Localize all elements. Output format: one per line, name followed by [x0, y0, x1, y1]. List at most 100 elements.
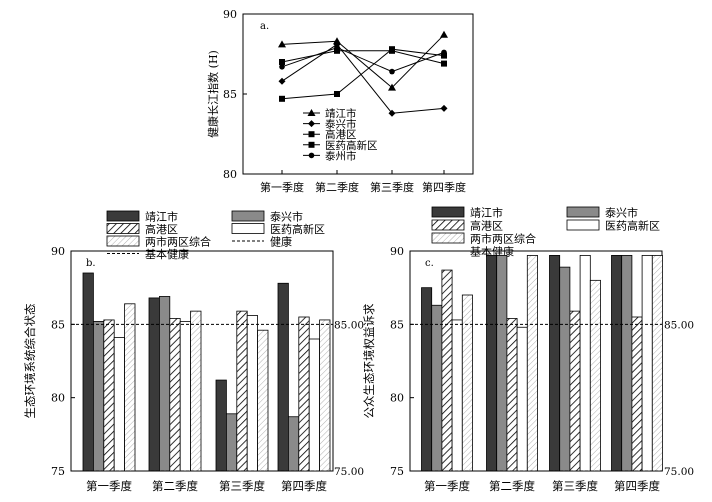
bar [93, 320, 105, 472]
x-tick-label: 第四季度 [281, 479, 327, 493]
bar [461, 294, 473, 472]
legend-label: 高港区 [145, 222, 178, 236]
x-tick-label: 第三季度 [219, 479, 265, 493]
legend-label: 泰兴市 [325, 118, 357, 131]
legend-swatch [231, 210, 265, 222]
y-axis-label: 健康长江指数 (H) [206, 50, 220, 138]
data-point [279, 95, 285, 102]
bar [319, 319, 331, 472]
series-line [281, 47, 445, 73]
legend-marker [308, 152, 315, 159]
series-line [281, 48, 445, 100]
data-point [334, 91, 340, 97]
data-point [440, 104, 448, 112]
bar [431, 304, 443, 472]
bar [631, 316, 643, 472]
reference-label: 85.00 [334, 319, 364, 331]
panel-label: a. [260, 21, 269, 32]
legend-swatch [566, 206, 600, 218]
x-tick-label: 第四季度 [422, 180, 466, 194]
legend-marker [308, 120, 315, 128]
data-point [278, 77, 286, 85]
series-1 [278, 40, 448, 117]
bar [179, 320, 191, 472]
bar [257, 329, 269, 472]
x-tick-label: 第四季度 [614, 479, 660, 493]
series-line [281, 43, 445, 114]
reference-label: 75.00 [334, 466, 364, 478]
legend-label: 医药高新区 [325, 139, 378, 152]
data-point [440, 30, 448, 38]
data-point [279, 59, 285, 65]
x-tick-label: 第一季度 [86, 479, 132, 493]
data-point [388, 83, 396, 91]
bar [641, 254, 653, 472]
bar [225, 413, 238, 472]
legend-label: 两市两区综合 [470, 232, 536, 246]
legend-label: 靖江市 [470, 206, 503, 220]
legend-marker [307, 109, 316, 116]
y-tick-label: 85 [51, 318, 65, 331]
bar [516, 326, 528, 472]
series-line [281, 34, 445, 89]
reference-label: 75.00 [664, 466, 694, 478]
bar [82, 272, 94, 472]
y-tick-label: 75 [390, 465, 404, 478]
bar [486, 254, 498, 472]
legend-swatch [106, 210, 140, 222]
data-point [334, 47, 340, 54]
legend-swatch [431, 219, 465, 231]
data-point [389, 68, 395, 75]
bar [190, 310, 202, 472]
bar [579, 254, 591, 472]
legend-label: 靖江市 [325, 107, 357, 120]
bar [506, 318, 518, 472]
legend-label: 泰州市 [325, 149, 357, 162]
legend-label: 两市两区综合 [145, 235, 211, 249]
data-point [441, 49, 447, 56]
data-point [441, 52, 447, 59]
y-tick-label: 85 [223, 88, 237, 101]
data-point [441, 60, 447, 67]
legend-label: 泰兴市 [605, 206, 638, 220]
y-tick-label: 80 [223, 168, 237, 181]
y-tick-label: 90 [223, 8, 237, 21]
bar [451, 319, 463, 472]
bar [589, 279, 601, 472]
legend-label: 医药高新区 [270, 222, 325, 236]
legend-label: 高港区 [470, 219, 503, 233]
bar [215, 379, 227, 472]
series-line [281, 50, 445, 65]
legend-swatch [231, 223, 265, 234]
bar [298, 316, 310, 472]
bar [236, 310, 248, 472]
y-tick-label: 85 [390, 318, 404, 331]
legend-label: 医药高新区 [605, 219, 660, 233]
panel-label: c. [425, 258, 434, 269]
x-tick-label: 第二季度 [489, 479, 535, 493]
bar [559, 266, 571, 472]
bar [549, 254, 561, 472]
data-point [333, 37, 341, 45]
y-tick-label: 80 [390, 392, 404, 405]
series-3 [279, 47, 447, 67]
legend-label: 健康 [270, 235, 292, 249]
bar [124, 303, 136, 472]
x-tick-label: 第一季度 [260, 180, 304, 194]
data-point [279, 64, 285, 70]
y-tick-label: 90 [51, 245, 65, 258]
bar [441, 269, 453, 472]
data-point [389, 47, 395, 54]
legend-swatch [431, 206, 465, 218]
legend-marker [308, 131, 315, 138]
bar [103, 319, 115, 472]
bar [113, 337, 125, 472]
bar [621, 254, 633, 472]
y-tick-label: 75 [51, 465, 65, 478]
bar [569, 310, 581, 472]
chart-a-health-index: 80 85 90 第一季度 第二季度 第三季度 第四季度 a. 健康长江指数 (H) 靖江市泰兴市… [206, 8, 474, 194]
data-point [334, 44, 340, 51]
y-tick-label: 90 [390, 245, 404, 258]
